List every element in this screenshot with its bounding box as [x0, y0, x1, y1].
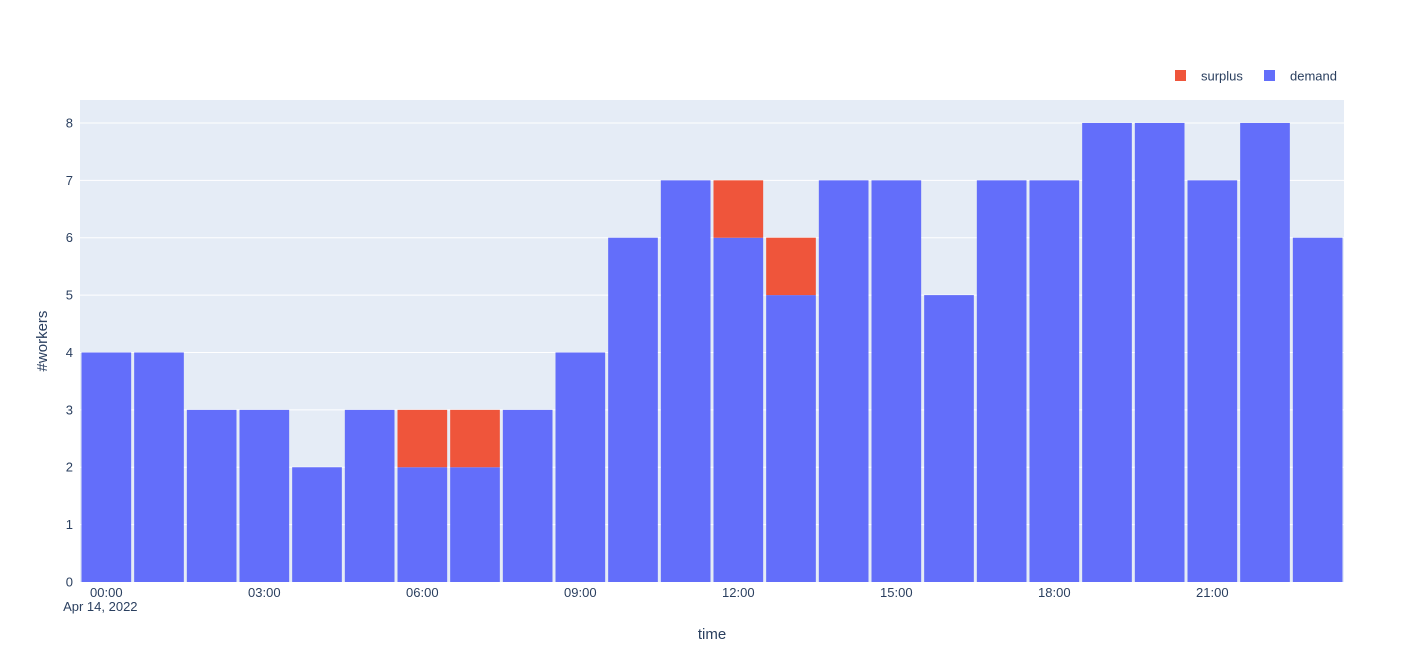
- y-tick-label: 0: [66, 575, 73, 590]
- bar-surplus-1300[interactable]: [766, 237, 816, 296]
- y-tick-label: 6: [66, 230, 73, 245]
- bar-demand-1700[interactable]: [976, 180, 1027, 583]
- bar-demand-0700[interactable]: [450, 467, 500, 582]
- bar-demand-0500[interactable]: [344, 409, 395, 582]
- y-tick-label: 5: [66, 288, 73, 303]
- bar-demand-0800[interactable]: [502, 409, 553, 582]
- bar-demand-1300[interactable]: [766, 295, 816, 582]
- bar-demand-1200[interactable]: [713, 237, 764, 582]
- bar-demand-1400[interactable]: [818, 180, 869, 583]
- bar-demand-1100[interactable]: [660, 180, 711, 583]
- x-tick-date-label: Apr 14, 2022: [63, 599, 137, 614]
- bar-surplus-0600[interactable]: [397, 409, 448, 468]
- y-tick-label: 7: [66, 173, 73, 188]
- y-tick-label: 4: [66, 345, 73, 360]
- bar-demand-2000[interactable]: [1134, 122, 1185, 582]
- x-tick-label: 18:00: [1038, 585, 1071, 600]
- bar-demand-0900[interactable]: [555, 352, 606, 582]
- y-tick-label: 3: [66, 402, 73, 417]
- bar-demand-2200[interactable]: [1240, 122, 1290, 582]
- y-tick-label: 2: [66, 460, 73, 475]
- x-axis-title: time: [698, 626, 726, 643]
- x-tick-label: 03:00: [248, 585, 281, 600]
- bar-demand-1600[interactable]: [924, 295, 974, 582]
- bars: [81, 122, 1343, 583]
- bar-demand-0400[interactable]: [292, 467, 342, 582]
- bar-demand-0600[interactable]: [397, 467, 448, 582]
- gridlines: [80, 122, 1344, 526]
- bar-demand-1800[interactable]: [1029, 180, 1080, 583]
- x-tick-label: 06:00: [406, 585, 439, 600]
- bar-demand-0200[interactable]: [186, 409, 237, 582]
- bar-demand-0000[interactable]: [81, 352, 132, 582]
- legend[interactable]: surplus demand: [1175, 69, 1337, 84]
- legend-swatch-surplus: [1175, 70, 1186, 81]
- legend-item-demand[interactable]: demand: [1264, 69, 1337, 84]
- x-tick-label: 15:00: [880, 585, 913, 600]
- legend-label: surplus: [1201, 69, 1243, 84]
- bar-demand-2300[interactable]: [1292, 237, 1343, 582]
- x-tick-label: 12:00: [722, 585, 755, 600]
- x-tick-label: 09:00: [564, 585, 597, 600]
- legend-swatch-demand: [1264, 70, 1275, 81]
- bar-demand-1000[interactable]: [608, 237, 658, 582]
- y-axis-ticks: 0 1 2 3 4 5 6 7 8: [66, 115, 73, 589]
- bar-demand-1900[interactable]: [1082, 122, 1132, 582]
- x-tick-label: 21:00: [1196, 585, 1229, 600]
- bar-demand-0300[interactable]: [239, 409, 290, 582]
- bar-surplus-0700[interactable]: [450, 409, 500, 468]
- y-tick-label: 1: [66, 517, 73, 532]
- bar-demand-2100[interactable]: [1187, 180, 1238, 583]
- x-tick-label: 00:00: [90, 585, 123, 600]
- bar-surplus-1200[interactable]: [713, 180, 764, 238]
- legend-label: demand: [1290, 69, 1337, 84]
- legend-item-surplus[interactable]: surplus: [1175, 69, 1243, 84]
- bar-demand-1500[interactable]: [871, 180, 922, 583]
- y-tick-label: 8: [66, 115, 73, 130]
- y-axis-title: #workers: [34, 311, 51, 372]
- bar-demand-0100[interactable]: [134, 352, 184, 582]
